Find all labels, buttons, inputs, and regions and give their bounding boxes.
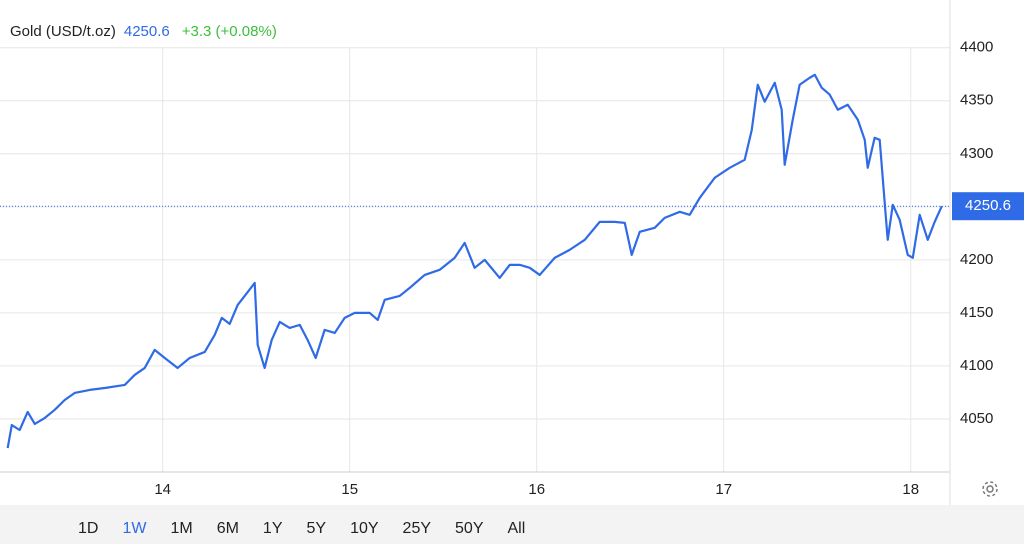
range-button[interactable]: 50Y [455, 520, 484, 537]
range-button[interactable]: All [507, 520, 525, 537]
last-price-box [952, 192, 1024, 221]
range-button[interactable]: 10Y [350, 520, 379, 537]
y-tick-label: 4400 [960, 39, 993, 56]
range-button[interactable]: 1W [122, 520, 147, 537]
range-button[interactable]: 6M [217, 520, 239, 537]
price-line [6, 73, 943, 449]
settings-icon[interactable] [982, 481, 998, 497]
header-change: +3.3 (+0.08%) [182, 23, 277, 40]
x-tick-label: 16 [528, 481, 545, 498]
x-tick-label: 18 [902, 481, 919, 498]
y-tick-label: 4150 [960, 304, 993, 321]
y-tick-label: 4300 [960, 145, 993, 162]
x-tick-label: 17 [715, 481, 732, 498]
y-tick-label: 4350 [960, 92, 993, 109]
y-tick-label: 4050 [960, 410, 993, 427]
x-tick-label: 15 [341, 481, 358, 498]
title: Gold (USD/t.oz) [10, 23, 116, 40]
range-button[interactable]: 1Y [263, 520, 283, 537]
y-tick-label: 4100 [960, 357, 993, 374]
y-tick-label: 4200 [960, 251, 993, 268]
last-price-label: 4250.6 [965, 197, 1011, 214]
range-bar [0, 505, 1024, 544]
range-button[interactable]: 1D [78, 520, 98, 537]
range-button[interactable]: 1M [170, 520, 192, 537]
x-tick-label: 14 [154, 481, 171, 498]
range-button[interactable]: 25Y [403, 520, 432, 537]
range-button[interactable]: 5Y [307, 520, 327, 537]
header-price: 4250.6 [124, 23, 170, 40]
header: Gold (USD/t.oz) 4250.6 +3.3 (+0.08%) [10, 23, 277, 40]
